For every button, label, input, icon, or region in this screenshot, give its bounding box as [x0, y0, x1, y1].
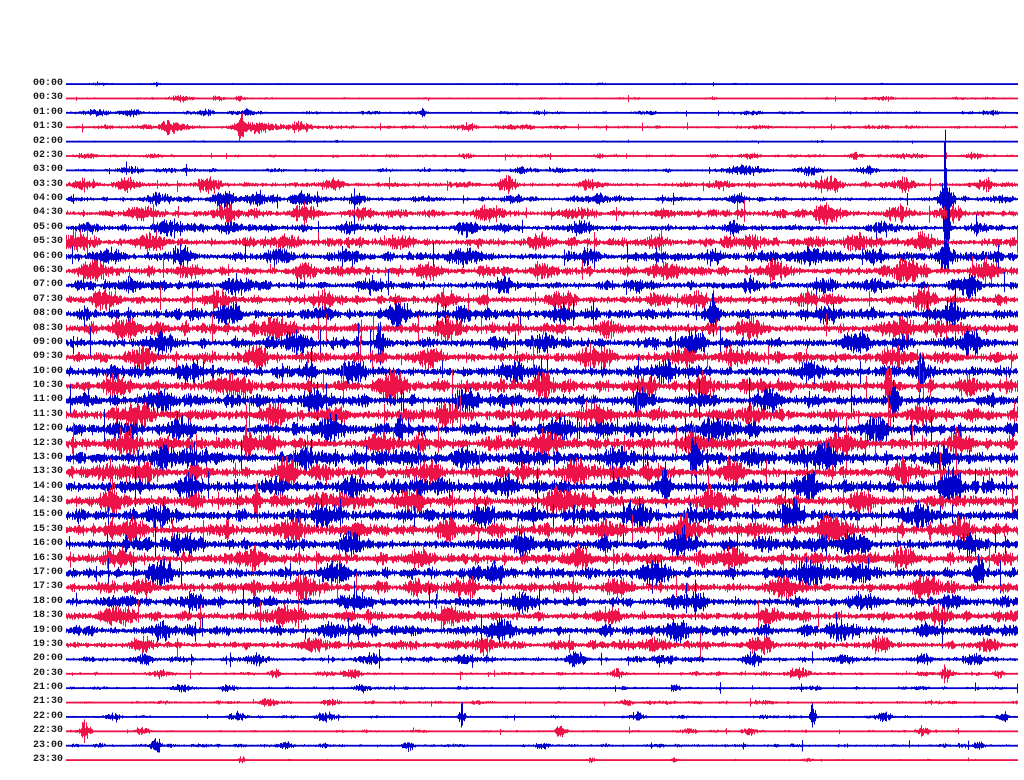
time-label: 23:30 — [32, 754, 63, 765]
time-label: 17:30 — [32, 581, 63, 593]
time-label: 20:30 — [32, 667, 63, 679]
time-label: 12:30 — [32, 437, 63, 449]
time-label: 10:30 — [32, 380, 63, 392]
time-label: 05:30 — [32, 236, 63, 248]
time-label: 22:00 — [32, 710, 63, 722]
time-label: 01:30 — [32, 121, 63, 133]
time-label: 15:30 — [32, 523, 63, 535]
time-label: 06:30 — [32, 264, 63, 276]
time-label: 23:00 — [32, 739, 63, 751]
time-label: 08:30 — [32, 322, 63, 334]
time-label: 08:00 — [32, 308, 63, 320]
time-label: 11:30 — [32, 408, 63, 420]
time-label: 15:00 — [32, 509, 63, 521]
time-label: 14:00 — [32, 480, 63, 492]
time-label: 09:00 — [32, 336, 63, 348]
time-label: 17:00 — [32, 567, 63, 579]
time-label: 13:30 — [32, 466, 63, 478]
time-label: 18:00 — [32, 595, 63, 607]
time-label: 09:30 — [32, 351, 63, 363]
time-label: 19:30 — [32, 638, 63, 650]
time-label: 07:30 — [32, 293, 63, 305]
time-label: 00:30 — [32, 92, 63, 104]
time-label: 03:00 — [32, 164, 63, 176]
time-label: 21:30 — [32, 696, 63, 708]
time-label: 01:00 — [32, 106, 63, 118]
time-label: 06:00 — [32, 250, 63, 262]
time-label: 04:30 — [32, 207, 63, 219]
time-label: 20:00 — [32, 653, 63, 665]
time-label: 14:30 — [32, 495, 63, 507]
time-label: 07:00 — [32, 279, 63, 291]
time-label: 16:00 — [32, 538, 63, 550]
time-label: 12:00 — [32, 423, 63, 435]
time-label: 11:00 — [32, 394, 63, 406]
time-label: 04:00 — [32, 193, 63, 205]
time-label: 00:00 — [32, 78, 63, 89]
time-label: 10:00 — [32, 365, 63, 377]
time-label: 05:00 — [32, 221, 63, 233]
time-label: 13:00 — [32, 451, 63, 463]
time-label: 21:00 — [32, 682, 63, 694]
time-label: 02:00 — [32, 135, 63, 147]
time-label: 19:00 — [32, 624, 63, 636]
time-label: 02:30 — [32, 149, 63, 161]
time-label: 03:30 — [32, 178, 63, 190]
time-label: 16:30 — [32, 552, 63, 564]
time-label: 18:30 — [32, 610, 63, 622]
time-label: 22:30 — [32, 725, 63, 737]
